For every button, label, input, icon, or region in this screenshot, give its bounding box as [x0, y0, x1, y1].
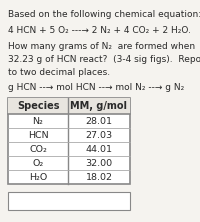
Bar: [8, 98, 130, 184]
Text: How many grams of N₂  are formed when: How many grams of N₂ are formed when: [8, 42, 195, 51]
Text: 44.01: 44.01: [86, 145, 112, 153]
Text: Species: Species: [17, 101, 59, 111]
Text: 32.23 g of HCN react?  (3-4 sig figs).  Report: 32.23 g of HCN react? (3-4 sig figs). Re…: [8, 55, 200, 64]
Bar: [8, 98, 130, 114]
Text: MM, g/mol: MM, g/mol: [70, 101, 128, 111]
Text: g HCN --→ mol HCN --→ mol N₂ --→ g N₂: g HCN --→ mol HCN --→ mol N₂ --→ g N₂: [8, 83, 184, 92]
Text: N₂: N₂: [33, 117, 43, 125]
Text: 18.02: 18.02: [86, 172, 112, 182]
Text: 4 HCN + 5 O₂ ---→ 2 N₂ + 4 CO₂ + 2 H₂O.: 4 HCN + 5 O₂ ---→ 2 N₂ + 4 CO₂ + 2 H₂O.: [8, 26, 191, 35]
Text: 27.03: 27.03: [85, 131, 113, 139]
Text: CO₂: CO₂: [29, 145, 47, 153]
Text: H₂O: H₂O: [29, 172, 47, 182]
Text: 32.00: 32.00: [85, 159, 113, 168]
Text: to two decimal places.: to two decimal places.: [8, 68, 110, 77]
Text: 28.01: 28.01: [86, 117, 112, 125]
Text: Based on the following chemical equation:: Based on the following chemical equation…: [8, 10, 200, 19]
Text: HCN: HCN: [28, 131, 48, 139]
Bar: [8, 192, 130, 210]
Text: O₂: O₂: [32, 159, 44, 168]
